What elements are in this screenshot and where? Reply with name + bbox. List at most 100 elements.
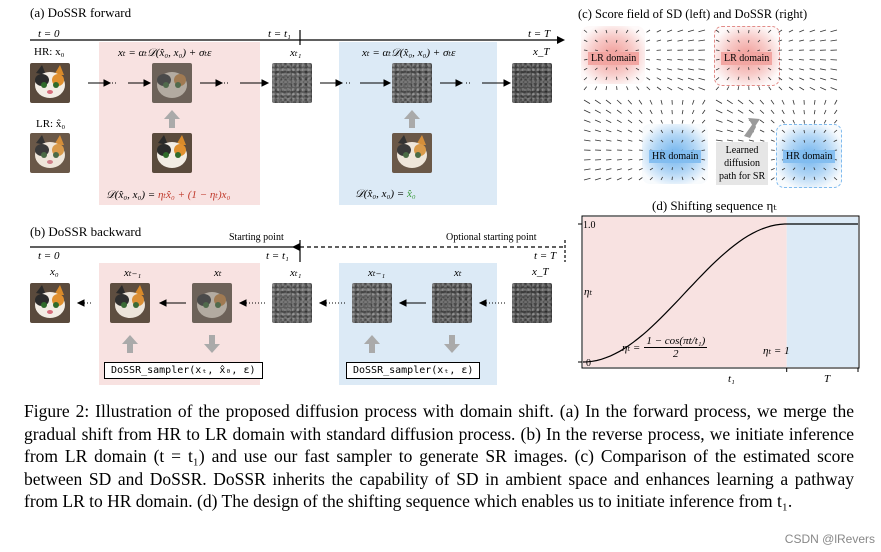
score-arrow-225 <box>737 39 740 43</box>
score-arrow-331 <box>803 139 806 143</box>
score-arrow-195 <box>715 58 720 61</box>
score-arrow-319 <box>792 176 796 181</box>
eta-eq-left-num: 1 − cos(πt/t₁) <box>644 335 708 348</box>
learned-path-line2: diffusion <box>724 158 761 169</box>
score-arrow-337 <box>809 39 816 42</box>
score-arrow-31 <box>594 177 602 181</box>
score-arrow-121 <box>660 119 663 124</box>
score-arrow-46 <box>605 168 612 171</box>
label-xt-left: xₜ <box>214 267 222 279</box>
score-arrow-120 <box>660 109 663 115</box>
forward-eq-right: xₜ = αₜ𝒟(x̂₀, x₀) + σₜε <box>362 47 456 59</box>
score-arrow-69 <box>625 76 629 81</box>
score-arrow-144 <box>677 29 684 33</box>
score-arrow-298 <box>781 129 786 133</box>
optional-starting-label: Optional starting point <box>446 232 537 243</box>
score-arrow-42 <box>605 129 612 133</box>
score-arrow-17 <box>594 39 598 43</box>
hr-image <box>30 63 70 103</box>
score-arrow-119 <box>660 99 663 105</box>
hr-label: HR: x₀ <box>34 46 65 58</box>
panel-b-timeline <box>30 240 566 262</box>
score-arrow-91 <box>638 139 643 142</box>
score-arrow-340 <box>809 68 816 71</box>
score-arrow-260 <box>757 67 761 71</box>
lr-label: LR: x̂₀ <box>36 118 66 130</box>
chart-shift-region <box>583 217 787 367</box>
score-arrow-315 <box>792 139 796 143</box>
score-arrow-123 <box>660 139 664 143</box>
score-arrow-41 <box>605 119 612 123</box>
score-arrow-168 <box>691 109 695 115</box>
score-arrow-15 <box>583 177 591 181</box>
score-arrow-187 <box>701 139 706 142</box>
timeline-b-tT: t = T <box>534 250 557 262</box>
eq-shift-left-rhs: ηₜx̂₀ + (1 − ηₜ)x₀ <box>157 189 231 201</box>
panel-a-timeline <box>30 30 565 45</box>
score-arrow-9 <box>583 119 591 123</box>
y-axis-label: ηₜ <box>584 286 593 298</box>
label-xt1-b: xₜ₁ <box>290 267 302 279</box>
score-arrow-382 <box>833 167 838 171</box>
score-arrow-102 <box>646 86 651 91</box>
score-arrow-356 <box>819 68 827 71</box>
score-arrow-218 <box>726 129 734 133</box>
score-arrow-226 <box>737 49 741 52</box>
score-arrow-233 <box>737 119 744 123</box>
score-arrow-357 <box>819 77 827 81</box>
score-arrow-81 <box>635 39 640 42</box>
score-arrow-377 <box>833 119 838 124</box>
score-arrow-266 <box>759 129 765 133</box>
score-arrow-160 <box>687 29 695 33</box>
timeline-b-t1: t = t₁ <box>266 250 289 262</box>
panel-d-title: (d) Shifting sequence ηₜ <box>652 198 777 213</box>
score-arrow-97 <box>646 39 651 42</box>
score-arrow-336 <box>809 29 816 33</box>
backward-xt1-image <box>272 283 312 323</box>
score-arrow-295 <box>781 99 785 105</box>
score-arrow-213 <box>726 76 730 81</box>
backward-xt-noise <box>432 283 472 323</box>
score-arrow-126 <box>660 167 664 171</box>
eq-shift-right: 𝒟(x̂₀, x₀) = x̂₀ <box>355 188 416 201</box>
score-arrow-61 <box>616 159 622 161</box>
score-arrow-309 <box>788 77 794 81</box>
eq-shift-right-rhs: x̂₀ <box>406 188 416 200</box>
score-arrow-192 <box>715 29 720 33</box>
score-arrow-20 <box>594 67 598 71</box>
forward-arrows <box>88 79 512 128</box>
backward-xtm1-noise <box>352 283 392 323</box>
forward-noise-mid <box>392 63 432 103</box>
score-arrow-272 <box>768 29 772 33</box>
score-arrow-189 <box>701 158 706 161</box>
lr-domain-right: LR domain <box>721 52 773 65</box>
score-arrow-24 <box>594 109 601 114</box>
shifting-sequence-chart <box>578 215 860 372</box>
score-arrow-111 <box>649 177 653 181</box>
score-arrow-230 <box>737 86 740 91</box>
score-arrow-257 <box>757 39 761 43</box>
score-arrow-358 <box>820 87 827 91</box>
score-arrow-37 <box>605 76 608 81</box>
score-arrow-217 <box>726 119 734 123</box>
learned-path-arrow <box>744 118 760 138</box>
backward-arrows <box>76 299 506 353</box>
score-arrow-292 <box>778 68 783 71</box>
score-arrow-36 <box>605 67 608 71</box>
score-arrow-360 <box>823 109 827 115</box>
label-xtm1-right: xₜ₋₁ <box>368 267 386 279</box>
score-arrow-216 <box>726 109 733 114</box>
forward-eq-left: xₜ = αₜ𝒟(x̂₀, x₀) + σₜε <box>118 47 212 59</box>
score-arrow-55 <box>616 99 622 105</box>
score-arrow-132 <box>666 68 673 71</box>
score-arrow-307 <box>788 59 794 61</box>
score-arrow-86 <box>636 86 640 91</box>
score-arrow-99 <box>646 59 651 61</box>
timeline-a-t0: t = 0 <box>38 28 60 40</box>
score-arrow-351 <box>813 176 816 181</box>
backward-xT-image <box>512 283 552 323</box>
eta-eq-left-lhs: ηₜ = <box>622 342 641 354</box>
score-arrow-194 <box>715 49 720 51</box>
score-arrow-94 <box>638 168 643 171</box>
score-arrow-228 <box>737 67 740 71</box>
